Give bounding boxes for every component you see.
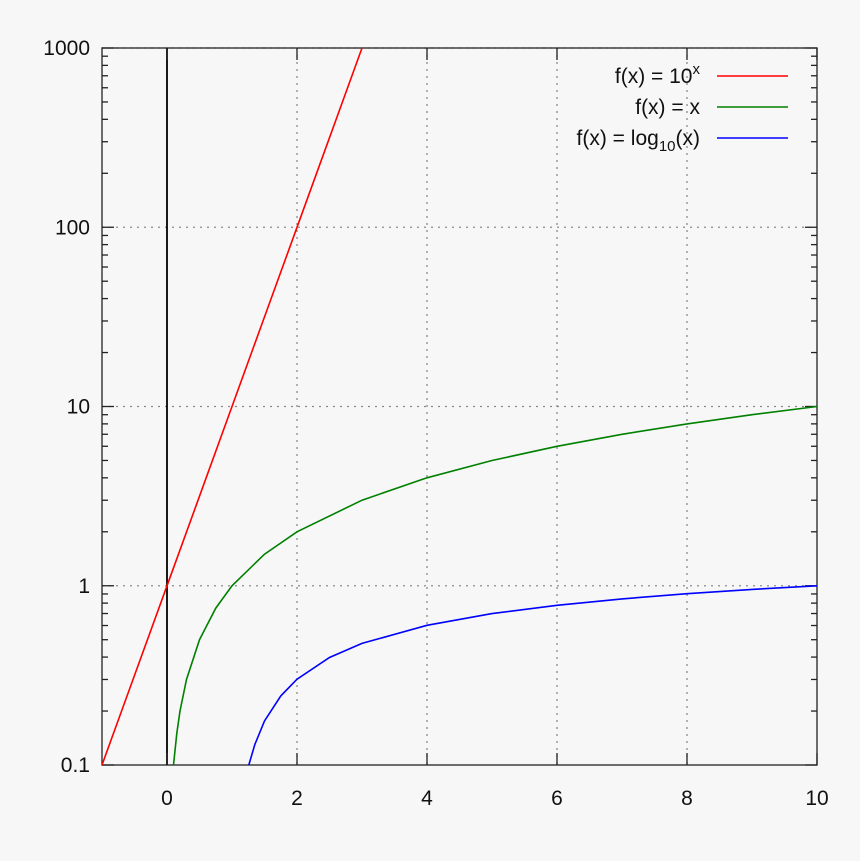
series-line-3 xyxy=(248,585,818,766)
legend-label-1: f(x) = 10x xyxy=(615,61,701,88)
grid-layer xyxy=(102,47,817,765)
x-tick-label: 8 xyxy=(681,787,693,810)
x-tick-label: 6 xyxy=(551,787,563,810)
x-tick-label: 0 xyxy=(161,787,173,810)
y-tick-label: 100 xyxy=(55,216,90,239)
y-tick-label: 10 xyxy=(67,396,90,419)
legend: f(x) = 10x f(x) = x f(x) = log10(x) xyxy=(577,61,788,155)
y-tick-label: 0.1 xyxy=(61,754,90,777)
series-line-1 xyxy=(101,47,363,766)
series-layer xyxy=(101,47,818,766)
series-line-2 xyxy=(172,405,818,766)
x-tick-label: 4 xyxy=(421,787,433,810)
axes-layer: 0.1 1 10 100 1000 0 2 4 6 8 10 xyxy=(43,37,828,810)
y-tick-label: 1 xyxy=(78,575,90,598)
legend-label-2: f(x) = x xyxy=(635,96,700,119)
legend-label-3: f(x) = log10(x) xyxy=(577,127,700,155)
y-tick-label: 1000 xyxy=(43,37,90,60)
x-tick-label: 10 xyxy=(805,787,828,810)
x-tick-label: 2 xyxy=(291,787,303,810)
